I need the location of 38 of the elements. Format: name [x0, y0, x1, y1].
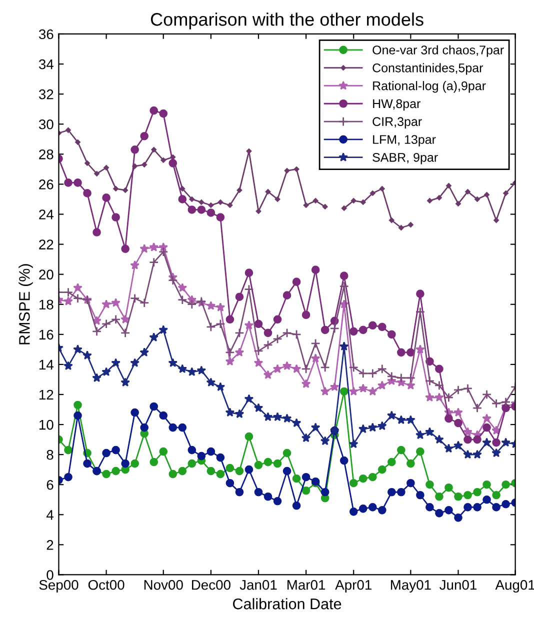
y-tick-label: 16	[39, 330, 54, 340]
x-tick-label: Oct00	[88, 580, 124, 590]
x-tick-label: Sep00	[39, 580, 78, 593]
y-tick-label: 36	[38, 29, 54, 40]
x-tick-label: Apr01	[335, 580, 372, 593]
y-tick-label: 2	[46, 540, 54, 550]
legend-label: SABR, 9par	[372, 152, 438, 164]
x-tick-label: Dec00	[192, 580, 230, 590]
y-tick-label: 4	[46, 510, 54, 520]
y-tick-label: 24	[39, 210, 54, 220]
y-tick-label: 0	[46, 570, 54, 580]
y-tick-label: 12	[39, 390, 54, 400]
y-tick-label: 18	[39, 300, 54, 310]
y-tick-label: 32	[38, 89, 54, 100]
legend-label: One-var 3rd chaos,7par	[372, 45, 504, 57]
y-tick-label: 6	[46, 480, 54, 490]
y-tick-label: 34	[38, 59, 54, 70]
legend-label: CIR,3par	[372, 117, 422, 128]
y-tick-label: 30	[38, 119, 54, 130]
x-tick-label: Nov00	[144, 580, 183, 590]
x-axis-title: Calibration Date	[233, 598, 342, 610]
x-tick-label: Jun01	[440, 580, 476, 590]
y-tick-label: 28	[39, 149, 54, 160]
x-tick-label: May01	[390, 580, 431, 593]
legend-label: Rational-log (a),9par	[373, 81, 486, 93]
y-tick-label: 26	[39, 180, 54, 190]
legend-label: LFM, 13par	[373, 135, 436, 146]
y-tick-label: 10	[39, 420, 54, 430]
y-tick-label: 20	[39, 270, 54, 280]
y-tick-label: 8	[46, 450, 54, 460]
chart-title: Comparison with the other models	[150, 12, 424, 30]
y-tick-label: 14	[39, 360, 54, 370]
y-axis-title: RMSPE (%)	[18, 264, 33, 344]
legend-label: Constantinides,5par	[372, 63, 484, 75]
legend-label: HW,8par	[373, 99, 420, 111]
y-tick-label: 22	[39, 240, 54, 250]
x-tick-label: Jan01	[240, 580, 277, 590]
x-tick-label: Mar01	[288, 580, 326, 590]
